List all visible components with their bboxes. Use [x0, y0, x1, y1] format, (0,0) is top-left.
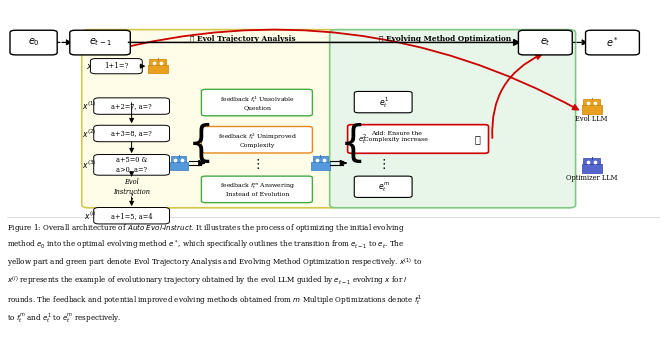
Text: ⋮: ⋮: [125, 193, 138, 206]
Text: ⋮: ⋮: [377, 158, 390, 171]
Text: {: {: [340, 123, 366, 166]
Text: $x^{(2)}$: $x^{(2)}$: [82, 127, 97, 140]
FancyBboxPatch shape: [94, 98, 170, 114]
Text: a+5=0 &
a>0, a=?: a+5=0 & a>0, a=?: [116, 156, 147, 173]
Text: $e_t^1$: $e_t^1$: [378, 95, 388, 110]
FancyBboxPatch shape: [91, 58, 143, 74]
FancyBboxPatch shape: [10, 30, 57, 55]
Text: ⋮: ⋮: [251, 158, 264, 171]
Text: feedback $f_t^1$ Unsolvable
Question: feedback $f_t^1$ Unsolvable Question: [220, 94, 295, 111]
Text: $x^{(1)}$: $x^{(1)}$: [82, 100, 97, 112]
FancyBboxPatch shape: [581, 104, 601, 114]
Text: Optimizer LLM: Optimizer LLM: [566, 174, 617, 182]
FancyBboxPatch shape: [583, 99, 599, 105]
Text: $e_0$: $e_0$: [28, 37, 39, 48]
Text: Figure 1: Overall architecture of $\it{Auto\ Evol\text{-}Instruct}$. It illustra: Figure 1: Overall architecture of $\it{A…: [7, 221, 423, 325]
Text: $x^{(3)}$: $x^{(3)}$: [82, 159, 97, 171]
FancyBboxPatch shape: [585, 30, 639, 55]
Text: $e_t^m$: $e_t^m$: [378, 180, 390, 194]
FancyBboxPatch shape: [354, 176, 412, 197]
FancyBboxPatch shape: [148, 65, 168, 73]
Text: a+1=5, a=4: a+1=5, a=4: [111, 212, 153, 220]
FancyBboxPatch shape: [94, 125, 170, 142]
Text: $x$: $x$: [86, 62, 93, 71]
FancyBboxPatch shape: [313, 156, 328, 162]
FancyBboxPatch shape: [94, 154, 170, 175]
FancyBboxPatch shape: [354, 92, 412, 113]
FancyBboxPatch shape: [171, 156, 186, 162]
Text: a+3=8, a=?: a+3=8, a=?: [111, 129, 152, 138]
FancyBboxPatch shape: [201, 89, 312, 116]
Text: 🌱 Evolving Method Optimization: 🌱 Evolving Method Optimization: [378, 35, 511, 43]
FancyBboxPatch shape: [170, 162, 188, 170]
Text: {: {: [188, 123, 214, 166]
FancyBboxPatch shape: [518, 30, 572, 55]
FancyBboxPatch shape: [70, 30, 131, 55]
Text: 🔍 Evol Trajectory Analysis: 🔍 Evol Trajectory Analysis: [190, 35, 296, 43]
Text: $e_t^2$: $e_t^2$: [358, 132, 367, 146]
FancyBboxPatch shape: [348, 125, 489, 153]
Text: 1+1=?: 1+1=?: [104, 62, 129, 70]
FancyBboxPatch shape: [330, 30, 575, 208]
Text: Evol LLM: Evol LLM: [575, 115, 607, 123]
Text: $x^{(l)}$: $x^{(l)}$: [84, 210, 97, 222]
Text: feedback $f_t^2$ Unimproved
Complexity: feedback $f_t^2$ Unimproved Complexity: [218, 131, 297, 148]
FancyBboxPatch shape: [149, 59, 166, 65]
Text: a+2=7, a=?: a+2=7, a=?: [111, 102, 152, 110]
Text: Evol
Instruction: Evol Instruction: [113, 178, 150, 196]
Text: $e_t$: $e_t$: [540, 37, 551, 48]
Text: feedback $f_t^m$ Answering
Instead of Evolution: feedback $f_t^m$ Answering Instead of Ev…: [220, 182, 295, 197]
FancyBboxPatch shape: [94, 208, 170, 224]
Text: $e^*$: $e^*$: [606, 36, 619, 49]
FancyBboxPatch shape: [201, 126, 312, 153]
FancyBboxPatch shape: [311, 162, 330, 170]
FancyBboxPatch shape: [82, 30, 338, 208]
Text: Add: Ensure the
Complexity increase: Add: Ensure the Complexity increase: [364, 131, 428, 142]
FancyBboxPatch shape: [583, 158, 599, 164]
Text: 🏆: 🏆: [475, 134, 481, 144]
FancyBboxPatch shape: [581, 164, 601, 173]
FancyBboxPatch shape: [201, 176, 312, 202]
Text: $e_{t-1}$: $e_{t-1}$: [89, 37, 111, 48]
